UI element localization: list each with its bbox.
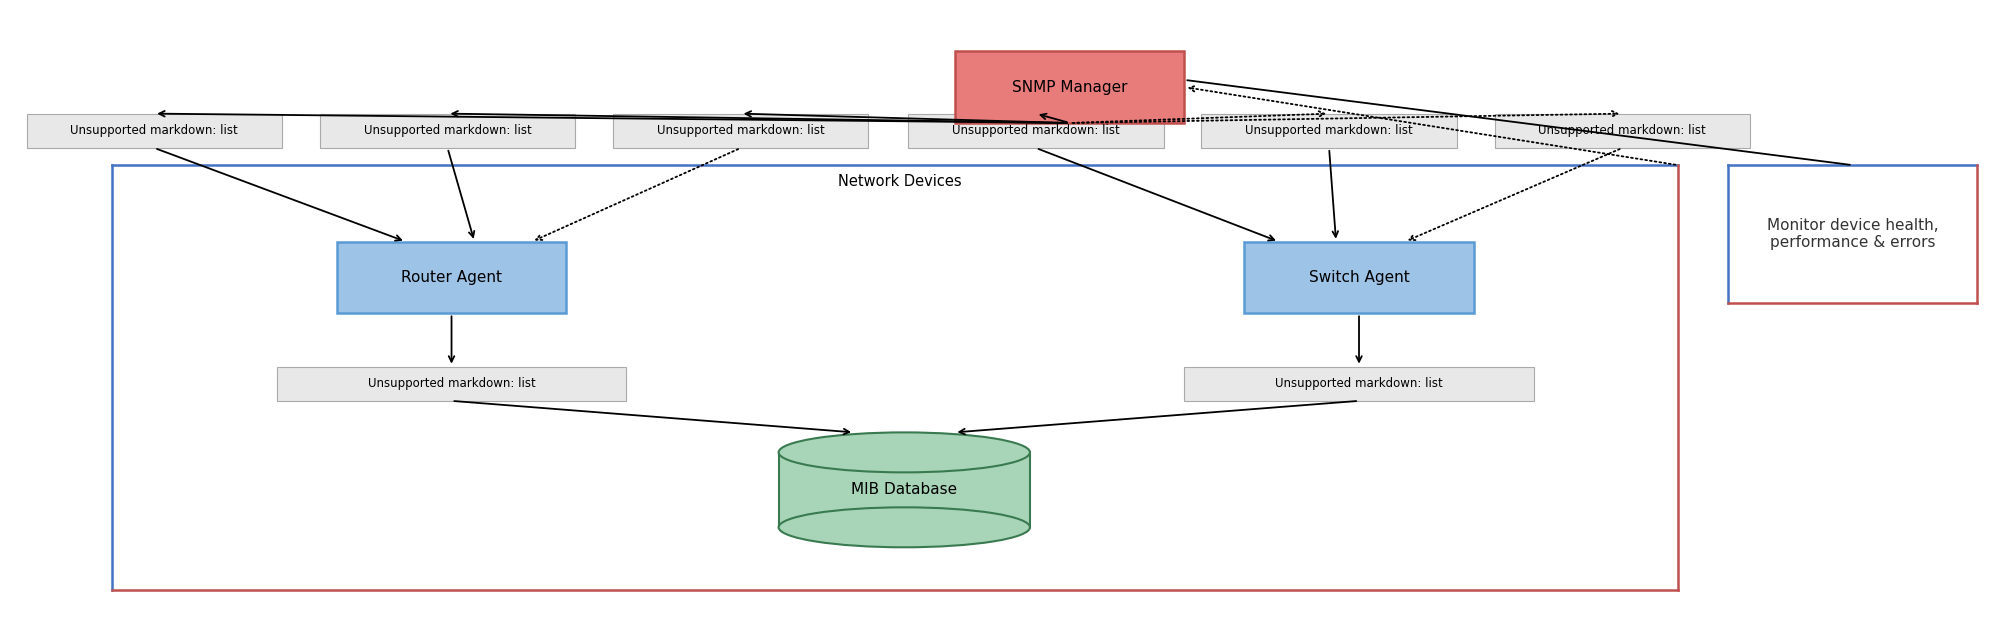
Text: Switch Agent: Switch Agent xyxy=(1308,270,1410,285)
Text: Unsupported markdown: list: Unsupported markdown: list xyxy=(70,124,238,137)
Text: Unsupported markdown: list: Unsupported markdown: list xyxy=(1538,124,1706,137)
Text: Unsupported markdown: list: Unsupported markdown: list xyxy=(952,124,1120,137)
Text: Unsupported markdown: list: Unsupported markdown: list xyxy=(364,124,532,137)
FancyBboxPatch shape xyxy=(320,113,576,148)
FancyBboxPatch shape xyxy=(614,113,868,148)
FancyBboxPatch shape xyxy=(278,367,626,401)
FancyBboxPatch shape xyxy=(336,242,566,314)
Text: Unsupported markdown: list: Unsupported markdown: list xyxy=(656,124,824,137)
FancyBboxPatch shape xyxy=(908,113,1164,148)
Text: Unsupported markdown: list: Unsupported markdown: list xyxy=(1246,124,1412,137)
FancyBboxPatch shape xyxy=(1202,113,1456,148)
FancyBboxPatch shape xyxy=(956,51,1184,123)
Text: Unsupported markdown: list: Unsupported markdown: list xyxy=(368,377,536,390)
Text: Network Devices: Network Devices xyxy=(838,175,962,190)
Bar xyxy=(778,452,1030,527)
Text: SNMP Manager: SNMP Manager xyxy=(1012,79,1128,94)
FancyBboxPatch shape xyxy=(1244,242,1474,314)
FancyBboxPatch shape xyxy=(1494,113,1750,148)
Ellipse shape xyxy=(778,432,1030,472)
Ellipse shape xyxy=(778,507,1030,547)
FancyBboxPatch shape xyxy=(1184,367,1534,401)
FancyBboxPatch shape xyxy=(26,113,282,148)
Text: Unsupported markdown: list: Unsupported markdown: list xyxy=(1276,377,1442,390)
Text: MIB Database: MIB Database xyxy=(852,483,958,497)
Text: Monitor device health,
performance & errors: Monitor device health, performance & err… xyxy=(1766,217,1938,250)
Text: Router Agent: Router Agent xyxy=(402,270,502,285)
